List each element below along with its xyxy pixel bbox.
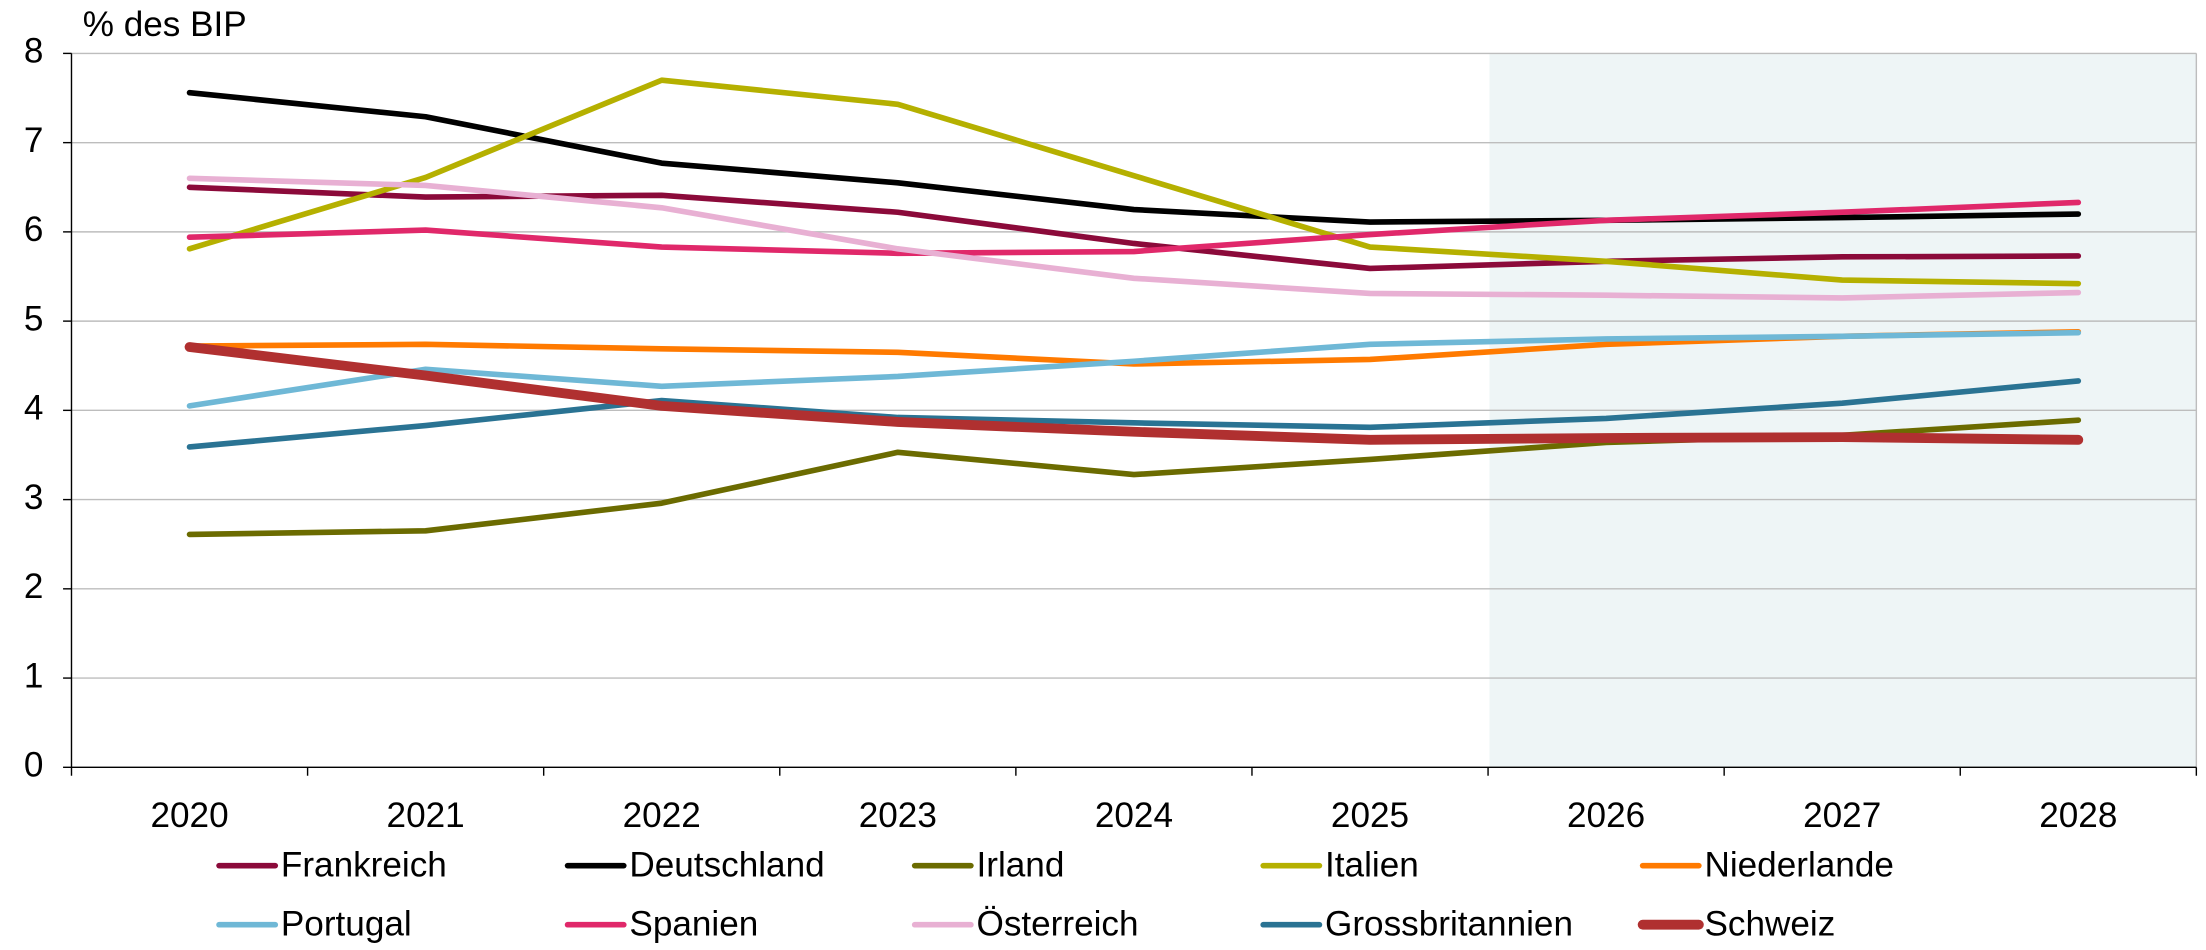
y-tick-label: 3 [24,478,44,517]
legend-label: Niederlande [1704,845,1893,884]
y-tick-label: 5 [24,299,44,338]
x-tick-label: 2027 [1803,796,1881,835]
legend-label: Frankreich [281,845,447,884]
x-tick-label: 2021 [387,796,465,835]
series-line [186,184,2082,272]
x-tick-label: 2025 [1331,796,1409,835]
series-line [186,89,2082,225]
series-line [186,77,2082,287]
x-tick-label: 2024 [1095,796,1173,835]
legend-label: Irland [977,845,1065,884]
x-tick-label: 2023 [859,796,937,835]
y-axis-title: % des BIP [83,5,247,44]
x-tick-label: 2026 [1567,796,1645,835]
legend-label: Portugal [281,904,412,943]
y-tick-label: 0 [24,746,44,785]
y-tick-label: 1 [24,656,44,695]
series-line [186,329,2082,409]
y-tick-label: 7 [24,121,44,160]
series-line [186,175,2082,301]
x-tick-label: 2020 [150,796,228,835]
legend-label: Schweiz [1704,904,1835,943]
legend-label: Österreich [977,904,1139,943]
legend-label: Italien [1325,845,1419,884]
x-tick-label: 2028 [2039,796,2117,835]
series-line [186,199,2082,257]
legend-label: Deutschland [629,845,824,884]
y-tick-label: 2 [24,567,44,606]
x-tick-label: 2022 [623,796,701,835]
series-line [184,342,2084,445]
legend-label: Grossbritannien [1325,904,1573,943]
series-line [186,378,2082,450]
legend-label: Spanien [629,904,758,943]
y-tick-label: 6 [24,210,44,249]
y-tick-label: 8 [24,32,44,71]
y-tick-label: 4 [24,389,44,428]
